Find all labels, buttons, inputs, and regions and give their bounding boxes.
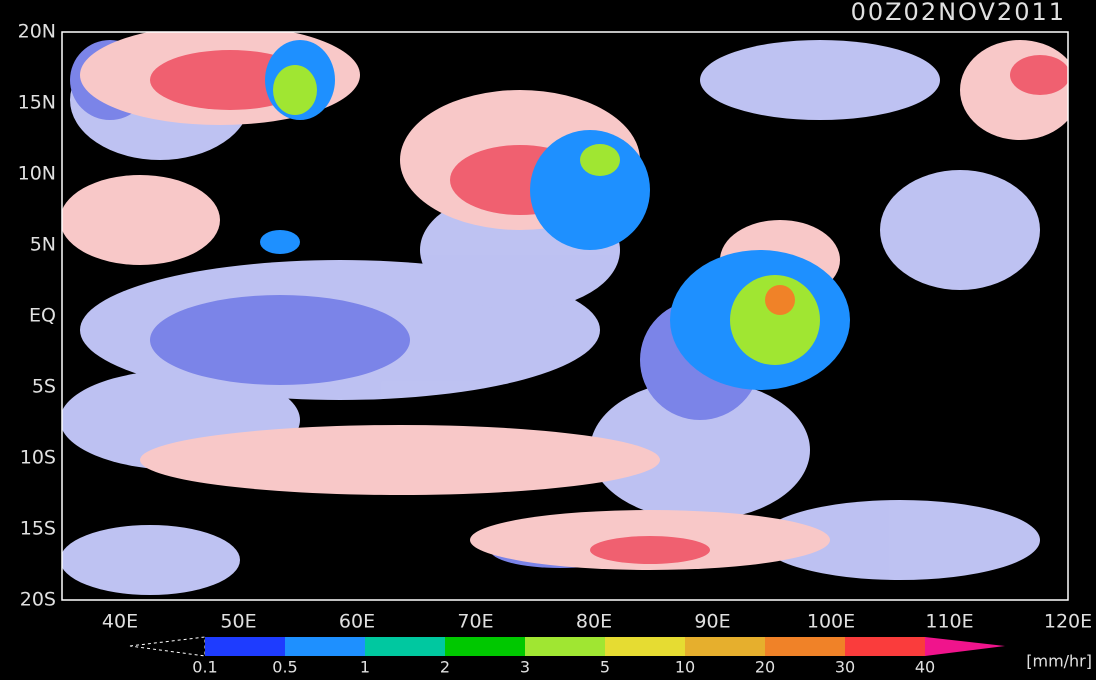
latitude-label: 10N bbox=[18, 163, 56, 185]
latitude-label: 20N bbox=[18, 21, 56, 43]
colorbar-label: 0.1 bbox=[192, 658, 217, 677]
latitude-label: 5N bbox=[30, 234, 56, 256]
longitude-label: 100E bbox=[807, 611, 855, 633]
longitude-label: 80E bbox=[576, 611, 612, 633]
longitude-label: 60E bbox=[339, 611, 375, 633]
latitude-label: EQ bbox=[29, 305, 56, 327]
map-frame bbox=[61, 31, 1069, 601]
map-field bbox=[62, 32, 1068, 600]
latitude-label: 20S bbox=[20, 589, 56, 611]
colorbar-label: 40 bbox=[915, 658, 935, 677]
colorbar-label: 20 bbox=[755, 658, 775, 677]
colorbar-label: 2 bbox=[440, 658, 450, 677]
longitude-label: 90E bbox=[694, 611, 730, 633]
latitude-label: 10S bbox=[20, 447, 56, 469]
colorbar-label: 10 bbox=[675, 658, 695, 677]
longitude-label: 70E bbox=[457, 611, 493, 633]
longitude-label: 50E bbox=[220, 611, 256, 633]
colorbar-label: 1 bbox=[360, 658, 370, 677]
colorbar-label: 3 bbox=[520, 658, 530, 677]
latitude-label: 15N bbox=[18, 92, 56, 114]
longitude-label: 40E bbox=[102, 611, 138, 633]
colorbar-unit: [mm/hr] bbox=[1026, 652, 1092, 671]
colorbar-label: 0.5 bbox=[272, 658, 297, 677]
longitude-label: 110E bbox=[925, 611, 973, 633]
map-title: 00Z02NOV2011 bbox=[851, 0, 1066, 26]
longitude-label: 120E bbox=[1044, 611, 1092, 633]
colorbar bbox=[129, 636, 1005, 657]
colorbar-label: 5 bbox=[600, 658, 610, 677]
latitude-label: 5S bbox=[32, 376, 56, 398]
axis-labels: 20N 15N 10N 5N EQ 5S 10S 15S 20S 40E 50E 60E 70E 80E 9… bbox=[18, 21, 1093, 677]
latitude-label: 15S bbox=[20, 518, 56, 540]
colorbar-label: 30 bbox=[835, 658, 855, 677]
